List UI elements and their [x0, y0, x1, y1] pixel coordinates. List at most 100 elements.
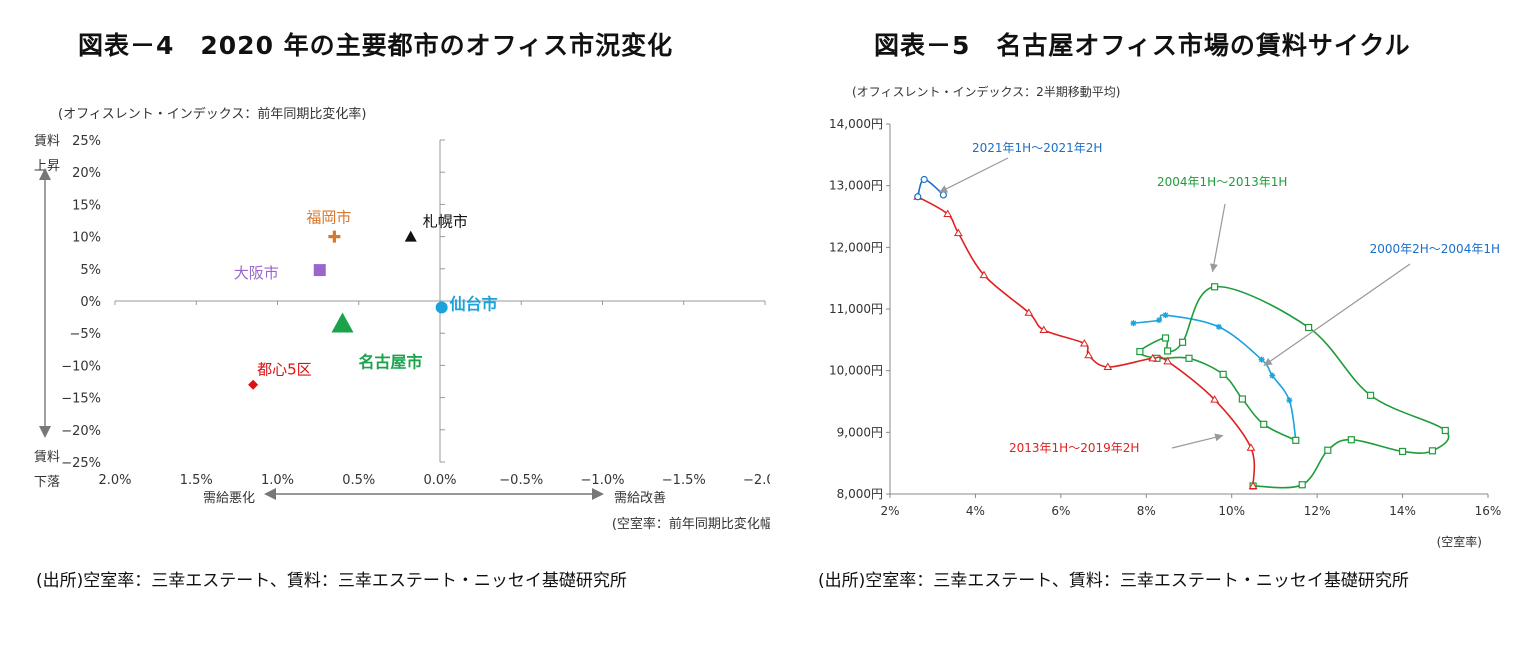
data-point [1156, 317, 1163, 324]
y-tick-label: −10% [61, 359, 101, 374]
data-point [943, 209, 953, 218]
axes [114, 139, 766, 463]
x-tick-label: 1.5% [180, 473, 213, 488]
x-tick-label: 2.0% [98, 473, 131, 488]
y-arrow-bottom-label-2: 下落 [34, 475, 60, 490]
data-point [1136, 347, 1144, 356]
figure-4-panel: 図表－4 2020 年の主要都市のオフィス市況変化 (オフィスレント・インデック… [34, 31, 770, 591]
annotation-arrowhead [1210, 263, 1218, 272]
x-tick-label: −1.5% [662, 473, 706, 488]
x-tick-label: −0.5% [499, 473, 543, 488]
data-point [1164, 347, 1172, 355]
data-point [1178, 338, 1187, 346]
data-point [1210, 395, 1219, 403]
point-marker [313, 264, 326, 277]
x-tick-label: 16% [1475, 504, 1502, 518]
x-tick-label: −1.0% [581, 473, 625, 488]
annotation-label: 2021年1H～2021年2H [972, 141, 1102, 155]
series-group [913, 192, 1258, 489]
x-tick-label: 8% [1137, 504, 1156, 518]
data-point [1084, 350, 1093, 359]
data-point [1024, 308, 1034, 316]
annotation-arrowhead [939, 185, 949, 193]
data-point [1215, 323, 1222, 330]
source-note: (出所)空室率：三幸エステート、賃料：三幸エステート・ニッセイ基礎研究所 [36, 571, 627, 591]
annotation-arrow [938, 157, 1009, 193]
y-unit-note: (オフィスレント・インデックス：2半期移動平均) [852, 84, 1120, 99]
point-marker [248, 379, 259, 390]
y-arrow-top-label-1: 賃料 [34, 134, 60, 149]
x-tick-label: 0.5% [342, 473, 375, 488]
data-point [1398, 447, 1407, 456]
chart-title: 図表－5 名古屋オフィス市場の賃料サイクル [874, 31, 1411, 60]
data-point [1161, 334, 1170, 342]
annotation-arrowhead [1214, 433, 1224, 442]
x-unit-note: (空室率) [1437, 534, 1482, 549]
data-point [1246, 443, 1256, 451]
annotation-arrow [1211, 203, 1226, 273]
data-point [953, 228, 963, 237]
source-note: (出所)空室率：三幸エステート、賃料：三幸エステート・ニッセイ基礎研究所 [818, 571, 1409, 591]
series-line [1133, 314, 1297, 441]
data-point [1163, 356, 1173, 365]
y-tick-label: −20% [61, 424, 101, 439]
annotation-arrow [1263, 263, 1411, 367]
x-tick-label: 6% [1051, 504, 1070, 518]
y-arrow-bottom-label-1: 賃料 [34, 450, 60, 465]
series-lines [913, 175, 1450, 490]
axes [886, 123, 1489, 498]
data-point [1347, 436, 1355, 444]
data-point [1130, 320, 1137, 327]
data-point [1441, 426, 1449, 435]
series-line [916, 178, 944, 198]
data-point [1238, 395, 1246, 403]
annotation-arrowhead [1263, 357, 1273, 366]
point-label: 大阪市 [234, 264, 279, 282]
x-tick-label: 10% [1218, 504, 1245, 518]
static-arrows [39, 168, 604, 500]
tick-labels: 8,000円 9,000円 10,000円 11,000円 12,000円 13,000円… [829, 117, 1501, 518]
x-arrow-right-label: 需給改善 [614, 490, 666, 506]
point-label: 名古屋市 [359, 353, 423, 372]
scatter-chart: (オフィスレント・インデックス：前年同期比変化率) (空室率：前年同期比変化幅)… [34, 106, 770, 532]
y-unit-note: (オフィスレント・インデックス：前年同期比変化率) [58, 106, 367, 122]
data-point [1269, 372, 1276, 379]
point-marker [328, 230, 341, 243]
data-point [1298, 481, 1306, 489]
data-point [1185, 354, 1193, 362]
x-tick-label: 4% [966, 504, 985, 518]
x-tick-label: −2.0% [743, 473, 770, 488]
data-point [1248, 481, 1258, 489]
point-marker [435, 301, 448, 314]
x-tick-label: 2% [880, 504, 899, 518]
y-tick-label: 13,000円 [829, 179, 883, 193]
arrow-left-head [264, 488, 276, 500]
series-group [1136, 283, 1450, 490]
annotation-arrow [1171, 434, 1224, 449]
y-tick-label: 10% [72, 231, 101, 246]
data-point [1039, 325, 1049, 333]
y-tick-label: −25% [61, 456, 101, 471]
annotation-label: 2013年1H～2019年2H [1009, 441, 1139, 455]
series-group [914, 175, 947, 201]
y-tick-label: −5% [69, 327, 101, 342]
y-tick-label: 5% [80, 263, 101, 278]
point-label: 札幌市 [423, 213, 468, 231]
data-point [939, 191, 947, 199]
data-point [1162, 312, 1169, 319]
arrow-right-head [592, 488, 604, 500]
y-tick-label: 25% [72, 134, 101, 149]
y-tick-label: 15% [72, 198, 101, 213]
series-line [1139, 285, 1450, 489]
y-tick-label: 10,000円 [829, 364, 883, 378]
data-point [1211, 283, 1219, 291]
annotation-label: 2000年2H～2004年1H [1370, 242, 1500, 256]
data-point [920, 175, 928, 184]
chart-title: 図表－4 2020 年の主要都市のオフィス市況変化 [78, 31, 674, 60]
point-label: 福岡市 [306, 209, 351, 227]
y-tick-label: 14,000円 [829, 117, 883, 131]
point-marker [404, 230, 417, 242]
figure-5-panel: 図表－5 名古屋オフィス市場の賃料サイクル (オフィスレント・インデックス：2半… [770, 0, 1528, 645]
data-point [1258, 356, 1265, 363]
